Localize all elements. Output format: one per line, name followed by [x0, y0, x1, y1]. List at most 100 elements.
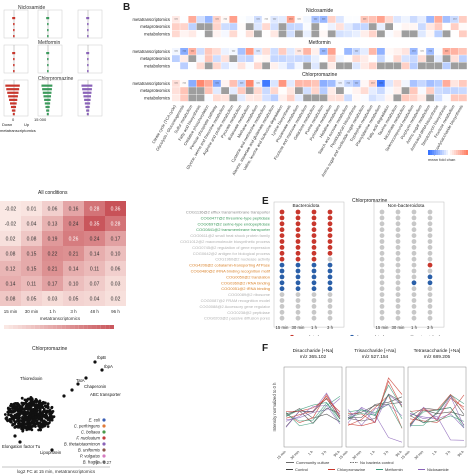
panel-c-cell — [63, 201, 84, 216]
panel-c-colorbar-segment — [92, 325, 97, 329]
panel-c-cell-value: 0.07 — [90, 282, 100, 288]
panel-e-dot — [295, 298, 301, 303]
panel-a-bar — [86, 113, 89, 116]
panel-b-cell — [188, 48, 197, 55]
panel-e-dot — [295, 262, 301, 268]
panel-d-point — [13, 405, 17, 409]
panel-f-xtick: 96 h — [457, 450, 465, 458]
panel-b-cell — [180, 23, 188, 30]
panel-d-outlier — [100, 368, 104, 372]
panel-e-dot — [311, 209, 317, 215]
panel-b-cell — [303, 16, 311, 23]
panel-b-cell — [270, 48, 279, 55]
panel-e-dot — [311, 309, 317, 315]
panel-c-colorbar-segment — [65, 325, 70, 329]
panel-a-bar — [13, 70, 15, 73]
panel-e-dot — [279, 250, 285, 256]
panel-b-cell — [204, 62, 213, 70]
panel-e-dot — [411, 221, 417, 227]
panel-d-legend-label: C. perfringens — [74, 424, 101, 429]
panel-a-bar — [13, 35, 15, 38]
panel-f-legend-label: Community culture — [296, 460, 330, 465]
panel-e-dot — [311, 292, 317, 297]
panel-d-point — [38, 421, 42, 425]
panel-b-cell — [286, 87, 295, 94]
panel-b-cell — [450, 23, 459, 30]
panel-b-cell — [409, 87, 418, 94]
panel-b-cell — [426, 48, 434, 55]
panel-a-bar — [12, 17, 16, 20]
panel-b-cell — [327, 62, 336, 70]
panel-c-col-label: 15 min — [4, 309, 18, 314]
panel-e-go-term: COG1960@2 nuclease activity — [215, 257, 270, 262]
panel-b-cell — [360, 48, 369, 55]
panel-b-cell — [459, 16, 467, 23]
panel-b-cell — [295, 80, 303, 87]
panel-e-dot — [427, 268, 433, 274]
panel-b-cell — [459, 55, 467, 62]
panel-b-cell — [262, 94, 270, 102]
panel-b-cell — [286, 48, 295, 55]
panel-b-cell — [204, 30, 213, 38]
panel-a-bar — [44, 102, 51, 105]
panel-b-cell — [426, 62, 434, 70]
panel-b-cell — [221, 23, 229, 30]
panel-b-cell — [262, 80, 270, 87]
panel-b-cell — [270, 55, 279, 62]
panel-a-down: Down — [2, 122, 13, 127]
panel-a-bar — [87, 23, 89, 26]
panel-b-cell — [254, 23, 262, 30]
panel-e-dot — [411, 274, 417, 280]
panel-e-dot — [395, 286, 401, 292]
panel-f-xtick: 96 h — [395, 450, 403, 458]
panel-e-go-term: COG0745@2 regulation of gene expression — [192, 245, 270, 250]
panel-b-drug-title: Niclosamide — [306, 8, 333, 14]
panel-b-cell — [245, 55, 254, 62]
panel-b-cell — [385, 30, 393, 38]
panel-e-dot — [379, 292, 385, 297]
panel-d-point — [38, 408, 42, 412]
panel-b-row-label: metabolomics — [144, 95, 170, 100]
panel-b-cell — [270, 80, 279, 87]
panel-b-cell — [434, 94, 443, 102]
panel-f-xtick: 30 min — [290, 450, 300, 460]
panel-e-dot — [395, 239, 401, 244]
panel-e-dot — [427, 250, 433, 256]
panel-b-cell — [459, 23, 467, 30]
panel-b-cell — [368, 55, 377, 62]
panel-e-dot — [427, 239, 433, 244]
panel-b-colorbar-segment — [438, 150, 440, 155]
panel-e-dot — [427, 298, 433, 303]
panel-b-cell — [442, 30, 451, 38]
panel-b-cell — [393, 23, 402, 30]
panel-c-cell — [21, 231, 42, 246]
panel-c-colorbar-segment — [30, 325, 35, 329]
panel-d-point — [41, 406, 45, 409]
panel-e-go-term: COG0203@2 passive diffusion pores — [204, 316, 270, 321]
panel-e-dot — [411, 209, 417, 215]
panel-e-dot — [311, 250, 317, 256]
panel-a-bar — [84, 102, 91, 105]
panel-e-dot — [311, 227, 317, 233]
panel-b-cell — [327, 55, 336, 62]
panel-b-cell — [286, 16, 295, 23]
panel-b-cell — [401, 30, 410, 38]
panel-f-xtick: 96 h — [333, 450, 341, 458]
panel-b-cell — [311, 48, 320, 55]
panel-f-series-line — [347, 394, 403, 419]
panel-d-point — [35, 408, 39, 412]
panel-e-dot — [295, 256, 301, 262]
panel-e-dot — [427, 262, 433, 268]
panel-b-cell — [229, 87, 238, 94]
panel-b-cell — [450, 62, 459, 70]
panel-c-cell — [42, 261, 63, 276]
panel-c-colorbar-segment — [4, 325, 9, 329]
panel-e-dot — [411, 233, 417, 238]
panel-e-dot — [327, 309, 333, 315]
panel-e-dot — [395, 292, 401, 297]
panel-b-row-label: metaproteomics — [140, 24, 170, 29]
panel-d-point — [24, 404, 28, 408]
panel-c-colorbar-segment — [100, 325, 106, 329]
panel-b-cell — [254, 30, 262, 38]
panel-b-colorbar-segment — [452, 150, 454, 155]
